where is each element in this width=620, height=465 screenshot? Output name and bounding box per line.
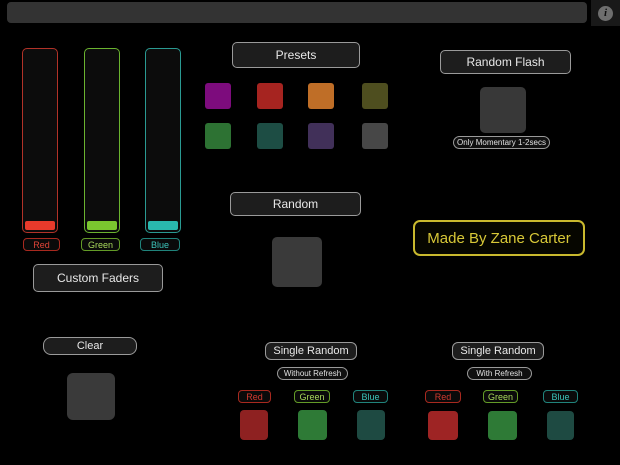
credit-label: Made By Zane Carter [413,220,585,256]
green-fader-fill [87,221,117,230]
info-panel: i [591,0,620,26]
with-refresh-note: With Refresh [467,367,532,380]
sr-with-green-label: Green [483,390,518,403]
sr-with-green-pad[interactable] [488,411,517,440]
preset-swatch-red[interactable] [257,83,283,109]
clear-pad[interactable] [67,373,115,420]
custom-faders-button[interactable]: Custom Faders [33,264,163,292]
sr-without-red-label: Red [238,390,271,403]
green-fader-label: Green [81,238,120,251]
sr-without-red-pad[interactable] [240,410,268,440]
sr-with-blue-label: Blue [543,390,578,403]
random-pad[interactable] [272,237,322,287]
sr-without-green-label: Green [294,390,330,403]
blue-fader[interactable] [145,48,181,233]
random-button[interactable]: Random [230,192,361,216]
preset-swatch-gray[interactable] [362,123,388,149]
red-fader-fill [25,221,55,230]
single-random-with-button[interactable]: Single Random [452,342,544,360]
green-fader[interactable] [84,48,120,233]
preset-swatch-green[interactable] [205,123,231,149]
sr-without-blue-label: Blue [353,390,388,403]
red-fader-label: Red [23,238,60,251]
info-icon[interactable]: i [598,5,613,21]
sr-with-blue-pad[interactable] [547,411,574,440]
random-flash-note: Only Momentary 1-2secs [453,136,550,149]
preset-swatch-magenta[interactable] [205,83,231,109]
sr-with-red-pad[interactable] [428,411,458,440]
sr-without-blue-pad[interactable] [357,410,385,440]
preset-swatch-purple[interactable] [308,123,334,149]
random-flash-button[interactable]: Random Flash [440,50,571,74]
red-fader[interactable] [22,48,58,233]
blue-fader-label: Blue [140,238,180,251]
sr-without-green-pad[interactable] [298,410,327,440]
preset-swatch-orange[interactable] [308,83,334,109]
preset-swatch-teal[interactable] [257,123,283,149]
random-flash-pad[interactable] [480,87,526,133]
presets-button[interactable]: Presets [232,42,360,68]
blue-fader-fill [148,221,178,230]
top-toolbar [7,2,587,23]
preset-swatch-olive[interactable] [362,83,388,109]
single-random-without-button[interactable]: Single Random [265,342,357,360]
clear-button[interactable]: Clear [43,337,137,355]
without-refresh-note: Without Refresh [277,367,348,380]
sr-with-red-label: Red [425,390,461,403]
